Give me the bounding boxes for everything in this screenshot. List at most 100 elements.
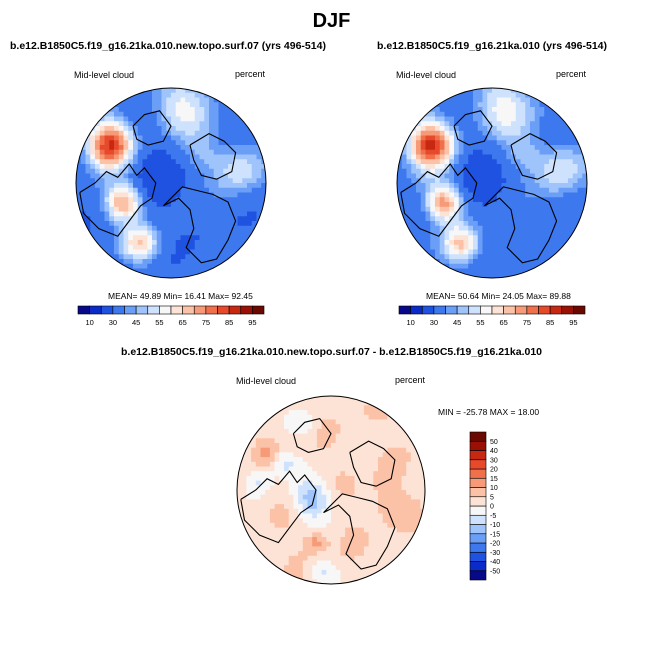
- colorbar2-tick-label: 20: [490, 467, 498, 474]
- colorbar1-tick-label: 85: [546, 318, 554, 327]
- map1-border: [396, 87, 588, 279]
- colorbar2-tick-label: -15: [490, 531, 500, 538]
- colorbar1-box-9: [503, 305, 516, 315]
- colorbar2-tick-label: 40: [490, 448, 498, 455]
- panel3-stats: MIN = -25.78 MAX = 18.00: [438, 407, 540, 417]
- colorbar2-box-11: [469, 468, 487, 479]
- colorbar2-tick-label: 30: [490, 457, 498, 464]
- colorbar0-box-15: [252, 305, 265, 315]
- panel1-left-label: Mid-level cloud: [74, 70, 135, 80]
- season-title: DJF: [312, 10, 351, 32]
- colorbar2-tick-label: -20: [490, 541, 500, 548]
- colorbar1-tick-label: 75: [523, 318, 531, 327]
- colorbar2-tick-label: -10: [490, 522, 500, 529]
- colorbar1-box-12: [538, 305, 551, 315]
- map2-coastline-1: [292, 417, 332, 453]
- colorbar0-tick-label: 55: [155, 318, 163, 327]
- panel2-title: b.e12.B1850C5.f19_g16.21ka.010 (yrs 496-…: [377, 40, 607, 52]
- colorbar1-box-7: [480, 305, 493, 315]
- colorbar0-box-12: [217, 305, 230, 315]
- map2-border: [236, 395, 426, 585]
- colorbar0-tick-label: 10: [85, 318, 93, 327]
- colorbar1-box-5: [456, 305, 470, 315]
- panel2-map: [396, 87, 588, 279]
- colorbar2-box-5: [469, 524, 487, 535]
- map2-coastline-2: [323, 493, 396, 570]
- colorbar2-tick-label: -50: [490, 568, 500, 575]
- colorbar0-tick-label: 45: [132, 318, 140, 327]
- colorbar2-tick-label: 15: [490, 476, 498, 483]
- colorbar2-tick-label: 50: [490, 439, 498, 446]
- colorbar2-box-7: [469, 505, 487, 516]
- colorbar0-tick-label: 75: [202, 318, 210, 327]
- colorbar1-box-8: [491, 305, 504, 315]
- colorbar1-tick-label: 10: [406, 318, 414, 327]
- panel3-left-label: Mid-level cloud: [236, 376, 297, 386]
- colorbar0-box-4: [124, 305, 137, 315]
- colorbar2-box-13: [469, 450, 487, 461]
- colorbar2-box-14: [469, 440, 487, 451]
- colorbar0-box-0: [77, 305, 90, 315]
- colorbar0-box-5: [135, 305, 149, 315]
- colorbar0-box-7: [159, 305, 172, 315]
- colorbar2-tick-label: 5: [490, 494, 494, 501]
- colorbar2-box-12: [469, 459, 487, 470]
- colorbar0-box-9: [182, 305, 195, 315]
- colorbar1-tick-label: 55: [476, 318, 484, 327]
- colorbar1-tick-label: 30: [430, 318, 438, 327]
- colorbar1-tick-label: 65: [499, 318, 507, 327]
- colorbar0-tick-label: 30: [109, 318, 117, 327]
- colorbar1-box-13: [549, 305, 563, 315]
- panel1-colorbar: 10 30 45 55 65 75 85 95: [77, 305, 265, 327]
- colorbar2-box-9: [469, 487, 487, 498]
- map0-coastline-3: [189, 132, 237, 180]
- map1-coastline-0: [400, 163, 478, 237]
- panel3-map: [236, 395, 426, 585]
- colorbar1-box-3: [433, 305, 446, 315]
- colorbar1-box-2: [421, 305, 435, 315]
- colorbar1-box-6: [468, 305, 481, 315]
- colorbar0-tick-label: 95: [248, 318, 256, 327]
- map2-coastline-3: [349, 440, 396, 487]
- colorbar1-box-4: [445, 305, 458, 315]
- colorbar2-box-4: [469, 533, 487, 544]
- colorbar1-box-10: [514, 305, 528, 315]
- colorbar2-tick-label: -5: [490, 513, 496, 520]
- colorbar0-box-14: [240, 305, 253, 315]
- map2-coastline-0: [240, 470, 317, 544]
- colorbar0-box-8: [170, 305, 183, 315]
- colorbar0-box-3: [112, 305, 125, 315]
- panel3-title: b.e12.B1850C5.f19_g16.21ka.010.new.topo.…: [120, 346, 543, 358]
- colorbar1-box-14: [561, 305, 574, 315]
- colorbar2-tick-label: -30: [490, 550, 500, 557]
- map0-coastline-0: [79, 163, 157, 237]
- colorbar2-tick-label: -40: [490, 559, 500, 566]
- colorbar2-box-2: [469, 551, 487, 562]
- colorbar0-box-2: [100, 305, 114, 315]
- colorbar2-box-1: [469, 561, 487, 572]
- panel2-colorbar: 10 30 45 55 65 75 85 95: [398, 305, 586, 327]
- colorbar0-box-10: [193, 305, 207, 315]
- panel1-map: [75, 87, 267, 279]
- colorbar2-tick-label: 10: [490, 485, 498, 492]
- panel3-units: percent: [395, 375, 426, 385]
- panel2-left-label: Mid-level cloud: [396, 70, 457, 80]
- colorbar2-tick-label: 0: [490, 504, 494, 511]
- map1-coastline-1: [453, 110, 493, 146]
- map1-coastline-2: [484, 186, 558, 264]
- colorbar1-tick-label: 45: [453, 318, 461, 327]
- colorbar0-tick-label: 85: [225, 318, 233, 327]
- colorbar0-box-6: [147, 305, 160, 315]
- panel1-units: percent: [235, 69, 266, 79]
- panel1-stats: MEAN= 49.89 Min= 16.41 Max= 92.45: [108, 291, 253, 301]
- colorbar0-box-11: [205, 305, 218, 315]
- panel1-title: b.e12.B1850C5.f19_g16.21ka.010.new.topo.…: [10, 40, 326, 52]
- colorbar1-box-11: [526, 305, 539, 315]
- map0-coastline-2: [163, 186, 237, 264]
- colorbar2-box-3: [469, 542, 487, 553]
- map0-border: [75, 87, 267, 279]
- colorbar1-box-15: [573, 305, 586, 315]
- colorbar0-box-13: [228, 305, 242, 315]
- colorbar2-box-15: [469, 431, 487, 442]
